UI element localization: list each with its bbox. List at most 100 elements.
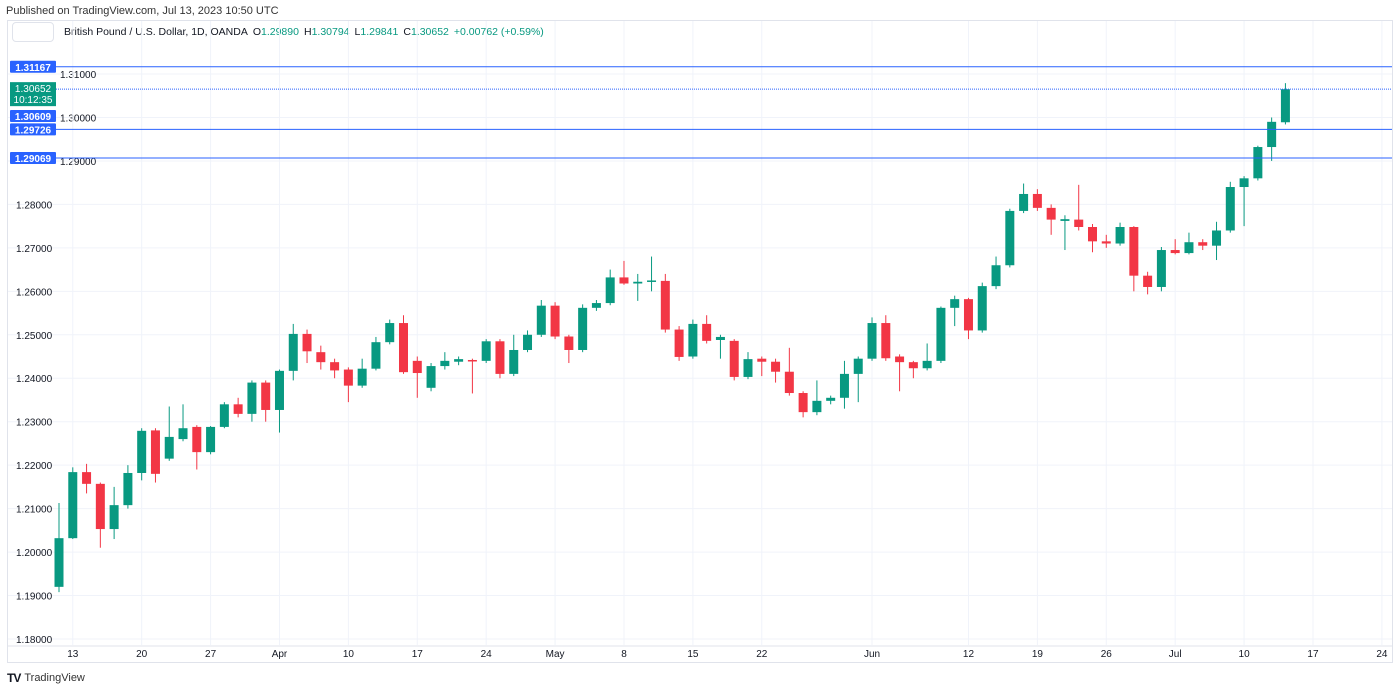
price-line-label <box>10 151 56 164</box>
candle-body <box>1115 226 1125 244</box>
y-tick-label: 1.26000 <box>16 287 53 298</box>
indicator-toggle[interactable] <box>12 22 54 42</box>
candle-body <box>274 370 284 410</box>
y-tick-label: 1.18000 <box>16 635 53 646</box>
candle-body <box>826 397 836 401</box>
candle-body <box>784 371 794 394</box>
close-value: C1.30652 <box>403 26 449 38</box>
candle-body <box>660 280 670 330</box>
candle-body <box>1212 230 1222 246</box>
candle-body <box>950 299 960 308</box>
candle-body <box>1267 121 1277 148</box>
candle-body <box>206 426 216 453</box>
price-line-label <box>10 123 56 136</box>
candle-body <box>605 277 615 304</box>
candle-body <box>812 400 822 413</box>
y-tick-label: 1.27000 <box>16 244 53 255</box>
y-tick-label: 1.31000 <box>60 70 97 81</box>
x-tick-label: 22 <box>756 649 768 660</box>
candle-body <box>467 359 477 362</box>
candle-body <box>702 323 712 341</box>
y-tick-label: 1.19000 <box>16 592 53 603</box>
symbol-legend: British Pound / U.S. Dollar, 1D, OANDA O… <box>12 22 549 42</box>
candle-body <box>1019 193 1029 211</box>
candle-body <box>922 360 932 369</box>
x-tick-label: 24 <box>481 649 493 660</box>
candle-body <box>963 299 973 331</box>
candle-body <box>123 472 133 506</box>
price-line-label-text: 1.29069 <box>15 154 52 165</box>
x-tick-label: 17 <box>412 649 424 660</box>
candle-body <box>1280 89 1290 123</box>
candle-body <box>757 358 767 362</box>
candle-body <box>509 349 519 374</box>
candle-body <box>82 472 92 484</box>
y-tick-label: 1.22000 <box>16 461 53 472</box>
x-tick-label: 10 <box>1239 649 1251 660</box>
price-line-label <box>10 60 56 73</box>
candle-body <box>454 359 464 362</box>
candle-body <box>1046 207 1056 220</box>
candle-body <box>1184 242 1194 254</box>
countdown-text: 10:12:35 <box>14 95 53 106</box>
candle-body <box>523 334 533 350</box>
price-line-label-text: 1.29726 <box>15 125 52 136</box>
candle-body <box>1198 242 1208 246</box>
candle-body <box>233 404 243 414</box>
chart-frame[interactable] <box>7 20 1393 663</box>
candle-body <box>54 538 64 587</box>
candle-body <box>550 305 560 337</box>
x-tick-label: May <box>546 649 565 660</box>
candle-body <box>798 393 808 413</box>
candle-body <box>839 373 849 398</box>
candle-body <box>1005 210 1015 266</box>
candle-body <box>219 404 229 427</box>
tv-logo-icon: TV <box>7 671 21 685</box>
candle-body <box>536 305 546 335</box>
candle-body <box>371 342 381 369</box>
tradingview-logo[interactable]: TV TradingView <box>7 671 85 685</box>
x-tick-label: 27 <box>205 649 217 660</box>
candle-body <box>302 333 312 352</box>
candle-body <box>743 359 753 377</box>
candle-body <box>330 362 340 371</box>
candle-body <box>895 356 905 363</box>
candle-body <box>977 286 987 331</box>
x-tick-label: 15 <box>687 649 699 660</box>
x-tick-label: Apr <box>272 649 288 660</box>
candle-body <box>881 323 891 359</box>
candle-body <box>261 382 271 410</box>
y-tick-label: 1.23000 <box>16 418 53 429</box>
candle-body <box>867 323 877 359</box>
change-value: +0.00762 (+0.59%) <box>453 26 544 38</box>
candle-body <box>495 341 505 374</box>
candle-body <box>729 340 739 377</box>
candle-body <box>1143 275 1153 287</box>
candle-body <box>95 483 105 530</box>
candle-body <box>192 426 202 453</box>
x-tick-label: 19 <box>1032 649 1044 660</box>
candle-body <box>1253 147 1263 179</box>
y-tick-label: 1.28000 <box>16 200 53 211</box>
x-tick-label: Jun <box>864 649 880 660</box>
candle-body <box>619 277 629 284</box>
candle-body <box>68 472 78 539</box>
candle-body <box>1225 187 1235 231</box>
published-note: Published on TradingView.com, Jul 13, 20… <box>6 5 279 17</box>
candle-body <box>936 307 946 361</box>
candle-body <box>1032 193 1042 208</box>
x-tick-label: Jul <box>1169 649 1182 660</box>
x-tick-label: 10 <box>343 649 355 660</box>
x-tick-label: 13 <box>67 649 79 660</box>
low-value: L1.29841 <box>354 26 399 38</box>
candle-body <box>633 281 643 284</box>
y-tick-label: 1.25000 <box>16 331 53 342</box>
y-tick-label: 1.21000 <box>16 505 53 516</box>
candle-body <box>288 333 298 371</box>
price-line-label <box>10 110 56 123</box>
candle-body <box>564 336 574 350</box>
candle-body <box>647 280 657 282</box>
candle-body <box>1088 226 1097 242</box>
x-tick-label: 17 <box>1307 649 1319 660</box>
